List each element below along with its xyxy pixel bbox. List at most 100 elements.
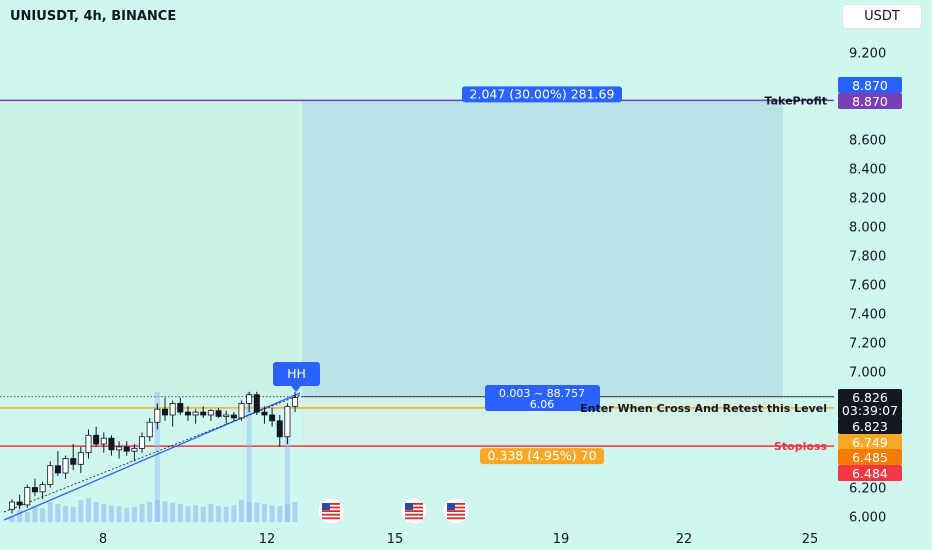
volume-spike: [154, 392, 160, 522]
candle-body: [154, 408, 161, 423]
center-label-line1: 0.003 ~ 88.757: [499, 387, 585, 400]
candle-body: [184, 411, 191, 416]
volume-bar: [223, 506, 229, 522]
volume-bar: [147, 502, 153, 522]
symbol-title: UNIUSDT, 4h, BINANCE: [10, 9, 176, 24]
candle-body: [139, 436, 146, 449]
price-tag-label: 8.870: [852, 78, 888, 93]
price-tag: [838, 93, 902, 109]
candle-body: [192, 411, 199, 416]
candle-body: [116, 446, 123, 451]
center-label-line2: 6.06: [530, 398, 555, 411]
date-tick-label: 19: [553, 532, 570, 547]
target-label-bg: [462, 86, 622, 103]
volume-bar: [193, 505, 199, 522]
volume-bar: [254, 502, 260, 522]
stoploss-label: Stoploss: [774, 440, 827, 453]
flag-canton: [405, 503, 413, 510]
us-flag-icon[interactable]: [317, 497, 345, 525]
volume-bar: [200, 506, 206, 522]
volume-bar: [277, 506, 283, 522]
candle-body: [177, 402, 184, 413]
volume-bar: [17, 510, 23, 522]
price-tick-label: 8.400: [849, 163, 886, 178]
date-tick-label: 25: [802, 532, 819, 547]
volume-bar: [261, 504, 267, 522]
us-flag-icon[interactable]: [400, 497, 428, 525]
candle-body: [284, 405, 291, 438]
volume-bar: [131, 506, 137, 522]
candle-body: [108, 437, 115, 451]
price-tag-label: 6.823: [852, 419, 888, 434]
horizontal-levels[interactable]: [0, 99, 834, 447]
volume-bar: [70, 506, 76, 522]
price-tag: [838, 77, 902, 93]
center-label-bg: [485, 385, 600, 411]
volume-bar: [55, 504, 61, 522]
candle-body: [31, 487, 38, 493]
candle-body: [146, 421, 153, 438]
price-tick-label: 7.600: [849, 279, 886, 294]
flag-stripe: [405, 517, 423, 520]
price-tick-label: 7.200: [849, 337, 886, 352]
candle-body: [24, 487, 31, 506]
candle-body: [269, 414, 276, 422]
price-tick-label: 9.200: [849, 47, 886, 62]
candle-body: [292, 397, 299, 407]
price-tag: [838, 389, 902, 419]
price-axis: 9.200 8.600 8.400 8.200 8.000 7.800 7.600 7.400…: [849, 47, 886, 526]
candle-body: [93, 434, 100, 445]
flag-stripe: [447, 503, 465, 505]
us-flag-icon[interactable]: [442, 497, 470, 525]
volume-bar: [78, 500, 84, 522]
price-tag-label: 6.484: [852, 466, 888, 481]
candle-body: [276, 420, 283, 438]
trend-lines[interactable]: [3, 392, 301, 521]
price-tick-label: 6.000: [849, 511, 886, 526]
date-tick-label: 15: [387, 532, 404, 547]
volume-bar: [63, 506, 69, 522]
candle-body: [47, 465, 54, 486]
price-tag-label: 6.485: [852, 450, 888, 465]
flag-stripe: [322, 517, 340, 520]
chart-labels: 2.047 (30.00%) 281.69 0.338 (4.95%) 70 0.0…: [273, 86, 827, 465]
volume-bar: [47, 502, 53, 522]
volume-bar: [93, 502, 99, 522]
background-zone: [0, 100, 302, 397]
volume-bars: [9, 392, 298, 522]
long-position-tool[interactable]: [0, 100, 834, 447]
flag-canton: [322, 503, 330, 510]
price-tick-label: 7.000: [849, 366, 886, 381]
currency-button[interactable]: USDT: [842, 4, 922, 29]
candle-body: [215, 410, 222, 417]
volume-bar: [32, 506, 38, 522]
trend-line-dotted[interactable]: [3, 394, 301, 513]
flag-stripe: [447, 510, 465, 512]
volume-bar: [154, 500, 160, 522]
time-axis[interactable]: 8 12 15 19 22 25: [99, 532, 818, 547]
volume-bar: [108, 505, 114, 522]
price-tag: [838, 434, 902, 450]
volume-bar: [284, 504, 290, 522]
flag-stripe: [322, 510, 340, 512]
date-tick-label: 22: [676, 532, 693, 547]
volume-bar: [231, 505, 237, 522]
date-tick-label: 12: [259, 532, 276, 547]
price-tag: [838, 449, 902, 465]
flag-stripe: [322, 506, 340, 509]
price-tick-label: 7.800: [849, 250, 886, 265]
candle-body: [62, 458, 69, 474]
candle-body: [54, 465, 61, 474]
hh-callout-arrow: [291, 386, 301, 392]
volume-bar: [9, 516, 15, 522]
price-tag-label: 8.870: [852, 94, 888, 109]
economic-events[interactable]: [317, 497, 470, 525]
candle-body: [161, 408, 168, 416]
candle-body: [85, 434, 92, 454]
candle-body: [207, 410, 214, 416]
volume-spike: [284, 431, 290, 522]
price-tick-label: 6.200: [849, 482, 886, 497]
flag-stripe: [447, 513, 465, 516]
